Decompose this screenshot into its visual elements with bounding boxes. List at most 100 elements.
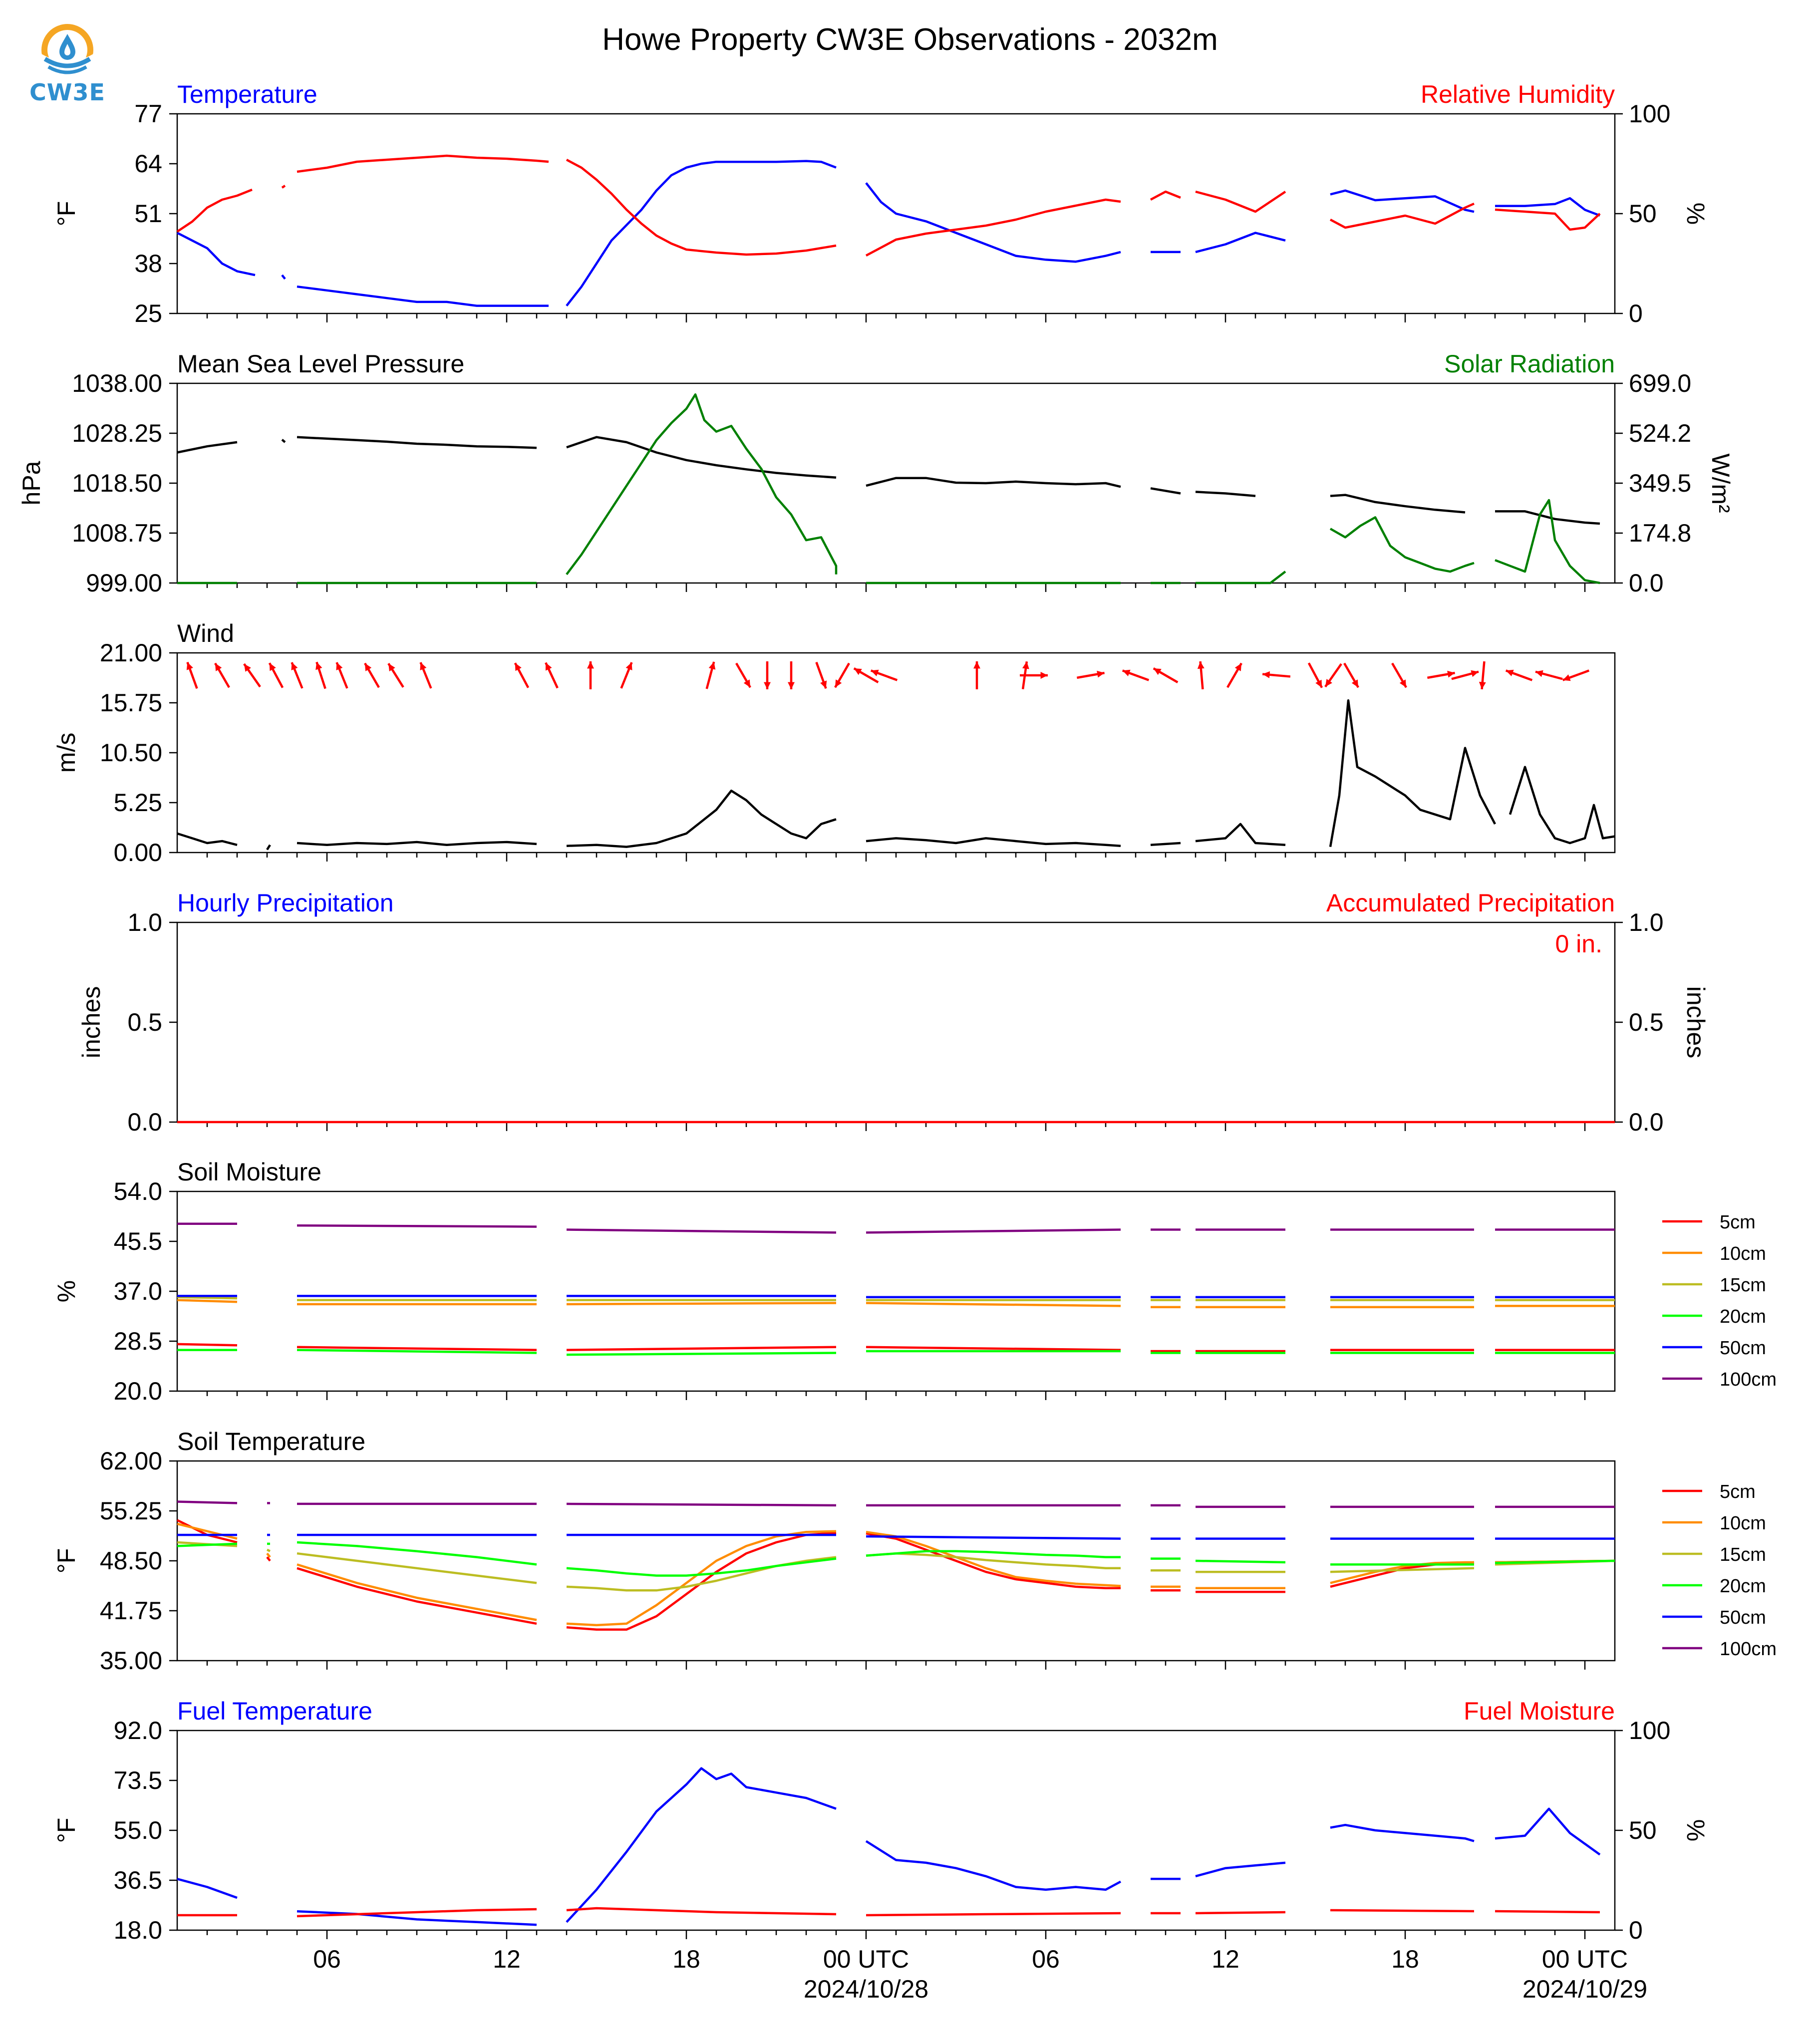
wind-arrow-head bbox=[1122, 669, 1131, 676]
x-tick-label: 12 bbox=[1212, 1945, 1239, 1973]
series-left-segment bbox=[281, 439, 286, 443]
series-20cm-segment bbox=[297, 1349, 537, 1354]
series-left-segment bbox=[1150, 487, 1181, 495]
series-line-segment bbox=[1150, 842, 1181, 847]
series-right-segment bbox=[1495, 208, 1601, 231]
wind-arrow-head bbox=[587, 661, 594, 669]
series-100cm-segment bbox=[566, 1502, 837, 1507]
y-tick-label: 0.00 bbox=[114, 839, 162, 867]
y-tick-label-right: 0 bbox=[1629, 1916, 1643, 1944]
wind-arrow-head bbox=[820, 680, 827, 689]
logo-text: CW3E bbox=[29, 79, 105, 106]
legend-label: 50cm bbox=[1720, 1338, 1766, 1359]
y-axis-label-right: % bbox=[1682, 203, 1710, 225]
wind-arrow-head bbox=[973, 661, 980, 669]
wind-arrow-head bbox=[545, 662, 552, 671]
page-title: Howe Property CW3E Observations - 2032m bbox=[602, 22, 1218, 57]
panel-wind: Wind 0.00 5.25 10.50 15.75 21.00 m/s bbox=[52, 619, 1616, 867]
wind-arrow-head bbox=[1022, 661, 1029, 669]
wind-arrow-head bbox=[1197, 661, 1205, 669]
chart-panels: Temperature Relative Humidity 25 38 51 64 77 0 5… bbox=[17, 80, 1777, 2003]
series-100cm-segment bbox=[866, 1228, 1121, 1234]
series-left-segment bbox=[297, 436, 537, 449]
series-20cm-segment bbox=[1495, 1559, 1615, 1564]
x-tick-label: 06 bbox=[313, 1945, 341, 1973]
series-20cm-segment bbox=[866, 1550, 1121, 1558]
legend-label: 20cm bbox=[1720, 1576, 1766, 1597]
x-tick-label: 00 UTC bbox=[823, 1945, 909, 1973]
y-tick-label-right: 1.0 bbox=[1629, 908, 1664, 936]
panel-soil-temperature: Soil Temperature 35.00 41.75 48.50 55.25 62.0… bbox=[52, 1428, 1777, 1675]
series-100cm-segment bbox=[177, 1500, 238, 1504]
wind-arrow-head bbox=[743, 679, 750, 688]
y-tick-label: 38 bbox=[134, 250, 162, 278]
series-5cm-segment bbox=[866, 1346, 1121, 1351]
wind-arrow-head bbox=[269, 663, 276, 671]
legend-label: 20cm bbox=[1720, 1306, 1766, 1327]
series-10cm-segment bbox=[566, 1302, 837, 1306]
wind-arrow-head bbox=[244, 664, 251, 672]
wind-arrow-head bbox=[1471, 670, 1479, 677]
legend-label: 10cm bbox=[1720, 1513, 1766, 1534]
series-left-segment bbox=[1330, 189, 1475, 213]
legend: 5cm 10cm 15cm 20cm 50cm 100cm bbox=[1662, 1212, 1777, 1390]
wind-arrow-head bbox=[1315, 679, 1322, 688]
y-tick-label-right: 100 bbox=[1629, 100, 1670, 128]
wind-arrow-head bbox=[388, 663, 395, 672]
panel-title-left: Wind bbox=[177, 619, 234, 647]
wind-arrow-head bbox=[1097, 670, 1105, 678]
y-axis-label: °F bbox=[52, 1818, 80, 1843]
y-tick-label-right: 100 bbox=[1629, 1717, 1670, 1744]
series-left-segment bbox=[281, 274, 286, 280]
series-left-segment bbox=[1495, 197, 1600, 217]
y-tick-label: 1018.50 bbox=[72, 469, 162, 497]
y-tick-label: 36.5 bbox=[114, 1866, 162, 1894]
series-left-segment bbox=[297, 1910, 537, 1926]
panel-frame bbox=[176, 1460, 1616, 1662]
wind-arrow-head bbox=[1262, 671, 1270, 678]
series-line-segment bbox=[866, 837, 1121, 847]
series-left-segment bbox=[297, 285, 549, 307]
y-tick-label: 48.50 bbox=[100, 1547, 162, 1575]
series-left-segment bbox=[1495, 1807, 1601, 1856]
y-tick-label: 5.25 bbox=[114, 789, 162, 817]
panel-temperature-humidity: Temperature Relative Humidity 25 38 51 64 77 0 5… bbox=[52, 80, 1710, 327]
series-20cm-segment bbox=[177, 1542, 238, 1547]
legend-label: 100cm bbox=[1720, 1639, 1777, 1660]
y-tick-label: 1.0 bbox=[127, 908, 162, 936]
series-left-segment bbox=[566, 1767, 837, 1923]
series-20cm-segment bbox=[566, 1557, 837, 1577]
y-tick-label: 21.00 bbox=[100, 639, 162, 667]
series-10cm-segment bbox=[866, 1302, 1121, 1307]
series-10cm-segment bbox=[566, 1530, 837, 1627]
y-tick-label: 92.0 bbox=[114, 1717, 162, 1744]
logo-emblem-icon bbox=[41, 24, 93, 79]
series-left-segment bbox=[1195, 232, 1286, 254]
panel-title-left: Temperature bbox=[177, 80, 317, 108]
series-5cm-segment bbox=[177, 1343, 238, 1347]
series-right-segment bbox=[1195, 190, 1286, 213]
series-line-segment bbox=[1329, 699, 1496, 847]
wind-arrow-head bbox=[1153, 668, 1162, 675]
wind-arrow-head bbox=[291, 662, 298, 671]
y-tick-label: 20.0 bbox=[114, 1377, 162, 1405]
series-10cm-segment bbox=[1330, 1561, 1474, 1584]
y-axis-label: hPa bbox=[17, 461, 45, 505]
y-tick-label: 37.0 bbox=[114, 1277, 162, 1305]
panel-title-left: Mean Sea Level Pressure bbox=[177, 350, 464, 378]
series-line-segment bbox=[177, 832, 238, 846]
y-tick-label: 1028.25 bbox=[72, 419, 162, 447]
y-tick-label-right: 349.5 bbox=[1629, 469, 1691, 497]
x-tick-date-label: 2024/10/28 bbox=[804, 1975, 928, 2003]
series-left-segment bbox=[1330, 1823, 1475, 1842]
panel-frame bbox=[176, 1190, 1616, 1392]
y-tick-label: 10.50 bbox=[100, 739, 162, 767]
y-tick-label: 73.5 bbox=[114, 1766, 162, 1794]
wind-arrow-head bbox=[1447, 670, 1455, 678]
y-tick-label: 15.75 bbox=[100, 689, 162, 717]
panel-title-left: Hourly Precipitation bbox=[177, 889, 394, 917]
series-right-segment bbox=[297, 1908, 537, 1918]
series-10cm-segment bbox=[866, 1530, 1121, 1587]
x-tick-label: 12 bbox=[493, 1945, 521, 1973]
y-tick-label: 64 bbox=[134, 150, 162, 178]
